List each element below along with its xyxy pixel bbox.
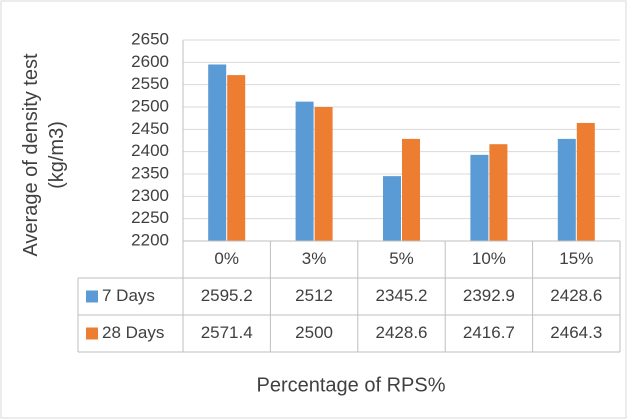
table-value: 2571.4	[201, 323, 253, 342]
x-tick-label: 5%	[389, 249, 414, 268]
bar	[402, 138, 420, 241]
x-tick-label: 15%	[559, 249, 593, 268]
y-tick-label: 2250	[131, 208, 169, 227]
table-value: 2428.6	[550, 286, 602, 305]
table-value: 2345.2	[376, 286, 428, 305]
table-value: 2500	[295, 323, 333, 342]
y-tick-label: 2650	[131, 29, 169, 48]
y-tick-label: 2400	[131, 141, 169, 160]
bar	[295, 101, 314, 241]
bar	[383, 176, 401, 241]
y-tick-label: 2550	[131, 74, 169, 93]
y-tick-label: 2500	[131, 96, 169, 115]
bar	[489, 144, 508, 241]
y-tick-label: 2600	[131, 52, 169, 71]
x-axis-title: Percentage of RPS%	[257, 374, 446, 396]
bar	[227, 75, 246, 241]
table-value: 2416.7	[463, 323, 515, 342]
legend-label: 28 Days	[102, 323, 164, 342]
table-value: 2595.2	[201, 286, 253, 305]
x-tick-label: 10%	[472, 249, 506, 268]
bar	[208, 64, 227, 242]
legend-label: 7 Days	[102, 286, 155, 305]
bar	[557, 138, 576, 241]
x-tick-label: 3%	[302, 249, 327, 268]
y-tick-label: 2200	[131, 230, 169, 249]
y-tick-label: 2300	[131, 186, 169, 205]
legend-key	[86, 327, 98, 340]
table-value: 2512	[295, 286, 333, 305]
table-value: 2428.6	[376, 323, 428, 342]
bar	[576, 122, 595, 241]
y-tick-label: 2350	[131, 163, 169, 182]
legend-key	[86, 290, 98, 303]
table-value: 2464.3	[550, 323, 602, 342]
table-value: 2392.9	[463, 286, 515, 305]
bar	[470, 154, 489, 241]
y-axis-title: Average of density test (kg/m3)	[20, 53, 68, 257]
y-tick-label: 2450	[131, 119, 169, 138]
bar	[314, 107, 333, 241]
x-tick-label: 0%	[214, 249, 239, 268]
